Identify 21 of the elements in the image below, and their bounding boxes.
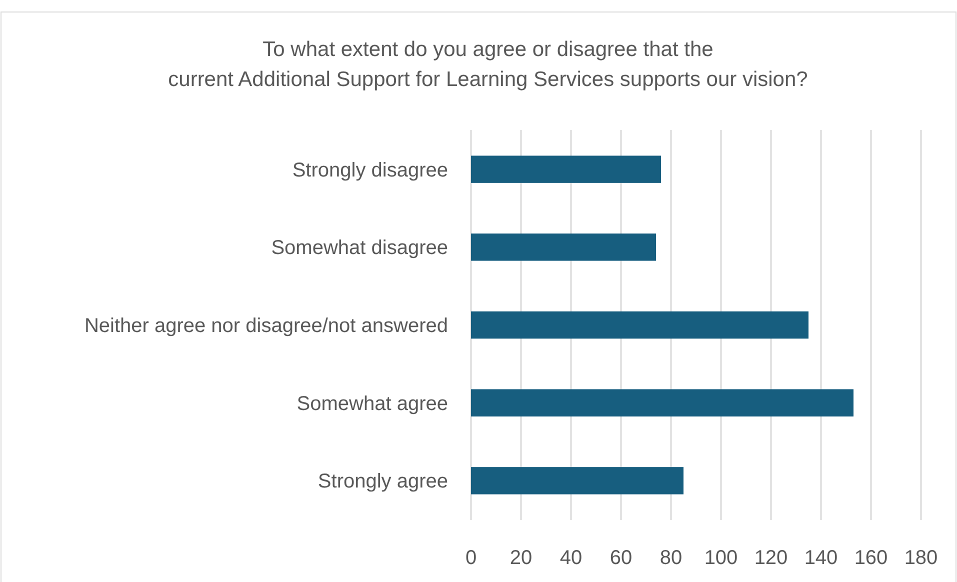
x-tick-label: 100 xyxy=(704,547,738,569)
x-tick-label: 180 xyxy=(904,547,938,569)
y-tick-label: Somewhat disagree xyxy=(271,237,448,260)
y-tick-label: Strongly disagree xyxy=(292,159,448,182)
bar xyxy=(471,389,854,416)
x-tick-label: 140 xyxy=(804,547,838,569)
y-tick-label: Strongly agree xyxy=(318,470,448,493)
bar xyxy=(471,467,684,494)
bar xyxy=(471,311,808,339)
x-tick-label: 120 xyxy=(754,547,788,569)
x-tick-label: 0 xyxy=(465,547,477,569)
bar xyxy=(471,156,661,183)
y-tick-label: Somewhat agree xyxy=(296,392,448,415)
x-tick-label: 80 xyxy=(660,547,682,569)
chart-title: To what extent do you agree or disagree that the current Additional Support for Learning Services supports our vision? xyxy=(168,38,808,91)
x-tick-label: 20 xyxy=(510,547,532,569)
y-tick-label: Neither agree nor disagree/not answered xyxy=(84,315,448,337)
bar xyxy=(471,234,656,261)
x-tick-label: 40 xyxy=(560,547,582,569)
x-tick-label: 60 xyxy=(610,547,632,569)
x-tick-label: 160 xyxy=(854,547,888,569)
